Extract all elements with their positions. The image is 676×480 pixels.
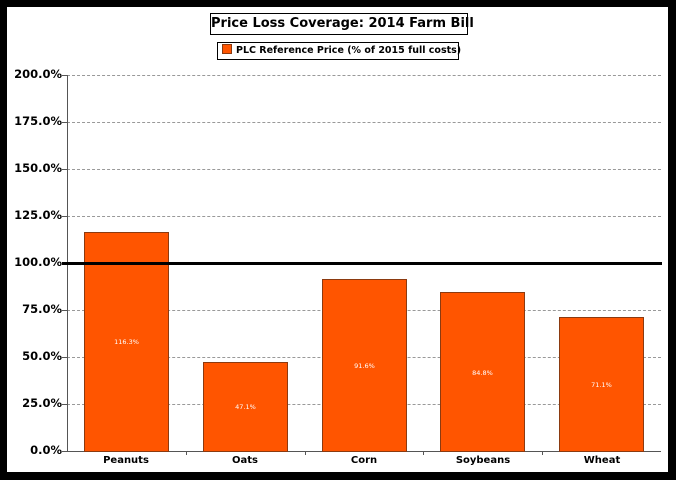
bar-value-label: 116.3% [114, 338, 139, 346]
y-tick [62, 122, 67, 123]
legend-swatch [222, 44, 232, 54]
bar-value-label: 71.1% [591, 381, 612, 389]
y-tick-label: 200.0% [14, 67, 62, 81]
y-tick [62, 169, 67, 170]
x-tick [186, 451, 187, 455]
y-tick-label: 75.0% [22, 302, 62, 316]
x-tick-label: Soybeans [455, 455, 511, 466]
x-tick-label: Peanuts [103, 455, 149, 466]
bar-value-label: 91.6% [354, 362, 375, 370]
bar: 47.1% [203, 362, 288, 452]
y-tick-label: 0.0% [30, 443, 62, 457]
bar: 91.6% [322, 279, 407, 452]
y-tick-label: 50.0% [22, 349, 62, 363]
x-tick-label: Wheat [583, 455, 621, 466]
gridline [67, 75, 661, 76]
y-tick [62, 310, 67, 311]
x-tick [423, 451, 424, 455]
y-tick-label: 100.0% [14, 255, 62, 269]
y-tick [62, 404, 67, 405]
y-tick-label: 175.0% [14, 114, 62, 128]
bar-value-label: 84.8% [472, 369, 493, 377]
y-tick-label: 150.0% [14, 161, 62, 175]
bar: 84.8% [440, 292, 525, 452]
gridline [67, 169, 661, 170]
reference-line-100 [62, 262, 662, 265]
gridline [67, 122, 661, 123]
chart-legend: PLC Reference Price (% of 2015 full cost… [217, 42, 462, 60]
x-tick [305, 451, 306, 455]
y-tick [62, 216, 67, 217]
y-tick-label: 25.0% [22, 396, 62, 410]
y-tick [62, 451, 67, 452]
y-tick [62, 357, 67, 358]
x-tick-label: Oats [232, 455, 258, 466]
y-tick [62, 75, 67, 76]
x-tick-label: Corn [350, 455, 378, 466]
bar: 71.1% [559, 317, 644, 452]
bar: 116.3% [84, 232, 169, 452]
y-tick-label: 125.0% [14, 208, 62, 222]
bar-value-label: 47.1% [235, 403, 256, 411]
chart-title: Price Loss Coverage: 2014 Farm Bill [210, 13, 474, 35]
legend-label: PLC Reference Price (% of 2015 full cost… [236, 45, 462, 56]
x-tick [542, 451, 543, 455]
gridline [67, 216, 661, 217]
